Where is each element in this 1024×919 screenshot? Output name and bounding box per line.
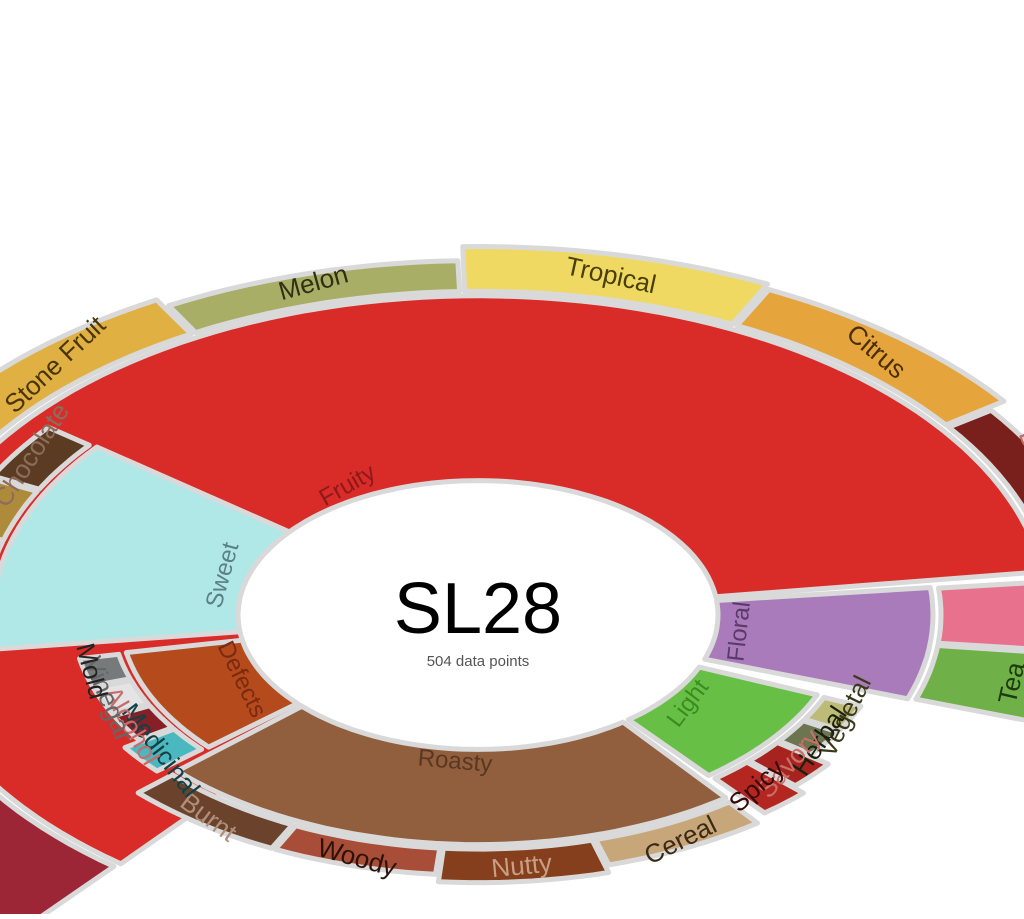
subcategory-arc-brown-sugar[interactable] <box>0 456 40 543</box>
category-arc-defects[interactable] <box>123 637 300 750</box>
subcategory-arc-citrus[interactable] <box>734 287 1007 428</box>
category-ring <box>0 293 1024 867</box>
subcategory-arc-burnt[interactable] <box>135 772 295 851</box>
subcategory-label-nutty: Nutty <box>490 848 553 884</box>
chart-title: SL28 <box>394 569 562 649</box>
category-label-roasty: Roasty <box>417 744 494 777</box>
chart-subtitle: 504 data points <box>427 653 530 670</box>
subcategory-arc-tropical[interactable] <box>460 244 770 327</box>
subcategory-arc-stone-fruit[interactable] <box>0 297 194 440</box>
category-arc-sweet[interactable] <box>0 444 292 652</box>
subcategory-arc-nutty[interactable] <box>435 837 612 886</box>
subcategory-arc-berry[interactable] <box>0 744 117 919</box>
subcategory-arc-mold[interactable] <box>77 651 133 689</box>
subcategory-arc-woody[interactable] <box>272 823 443 877</box>
subcategory-arc-spicy[interactable] <box>712 759 806 816</box>
category-arc-roasty[interactable] <box>174 703 729 848</box>
subcategory-arc-tea[interactable] <box>913 643 1024 731</box>
category-label-floral: Floral <box>722 600 756 663</box>
category-arc-light[interactable] <box>625 664 820 779</box>
subcategory-arc-chocolate[interactable] <box>0 424 92 492</box>
category-arc-floral[interactable] <box>702 585 936 702</box>
subcategory-ring <box>0 244 1024 919</box>
subcategory-arc-dried-fruit[interactable] <box>946 407 1024 569</box>
subcategory-arc-melon[interactable] <box>166 258 463 336</box>
subcategory-arc-cereal[interactable] <box>593 799 760 868</box>
